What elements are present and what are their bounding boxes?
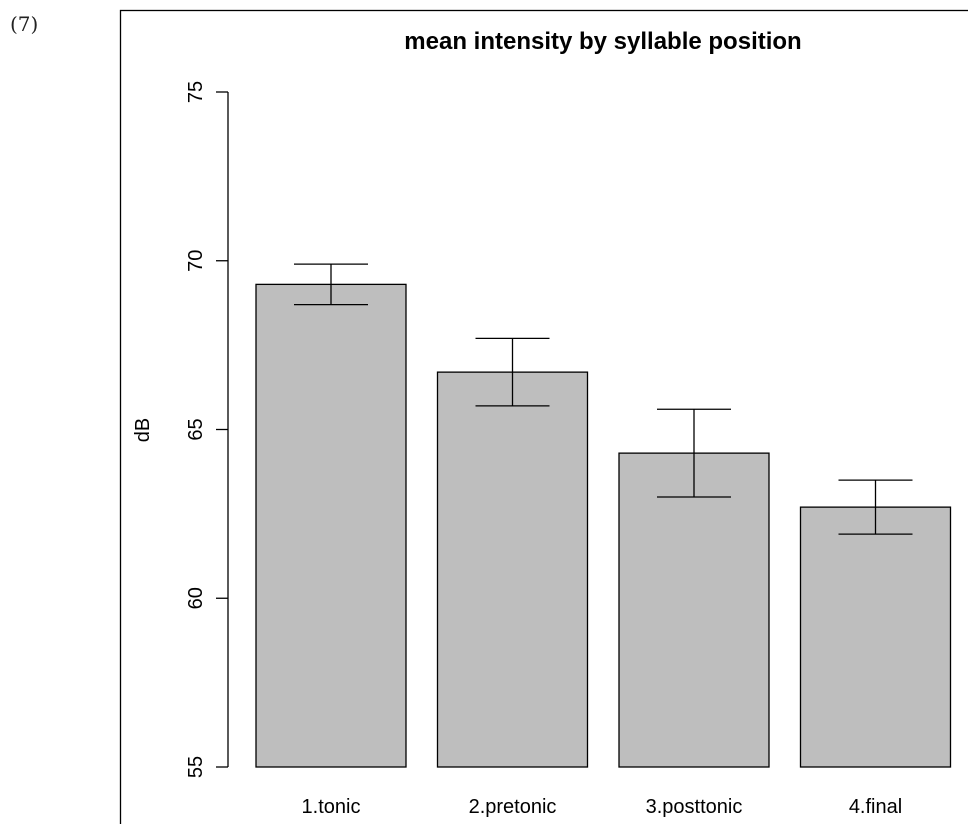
y-tick-label: 70 <box>185 250 207 272</box>
bars-group <box>255 283 952 768</box>
example-number: (7) <box>10 12 39 36</box>
category-label: 1.tonic <box>302 796 361 818</box>
category-label: 3.posttonic <box>646 796 743 818</box>
y-axis-label: dB <box>132 418 154 442</box>
chart-title: mean intensity by syllable position <box>404 28 801 55</box>
category-label: 2.pretonic <box>469 796 557 818</box>
bar <box>436 371 589 768</box>
bar <box>618 452 770 768</box>
y-tick-label: 55 <box>185 756 207 778</box>
category-labels: 1.tonic 2.pretonic 3.posttonic 4.final <box>302 796 903 818</box>
plot-frame <box>119 9 968 824</box>
y-tick-label: 60 <box>185 587 207 609</box>
category-label: 4.final <box>849 796 902 818</box>
bar <box>255 283 407 768</box>
y-tick-label: 65 <box>185 418 207 440</box>
y-tick-label: 75 <box>185 81 207 103</box>
bar <box>799 506 952 768</box>
y-axis: 55 60 65 70 75 <box>185 81 229 778</box>
error-bars-group <box>294 263 913 535</box>
